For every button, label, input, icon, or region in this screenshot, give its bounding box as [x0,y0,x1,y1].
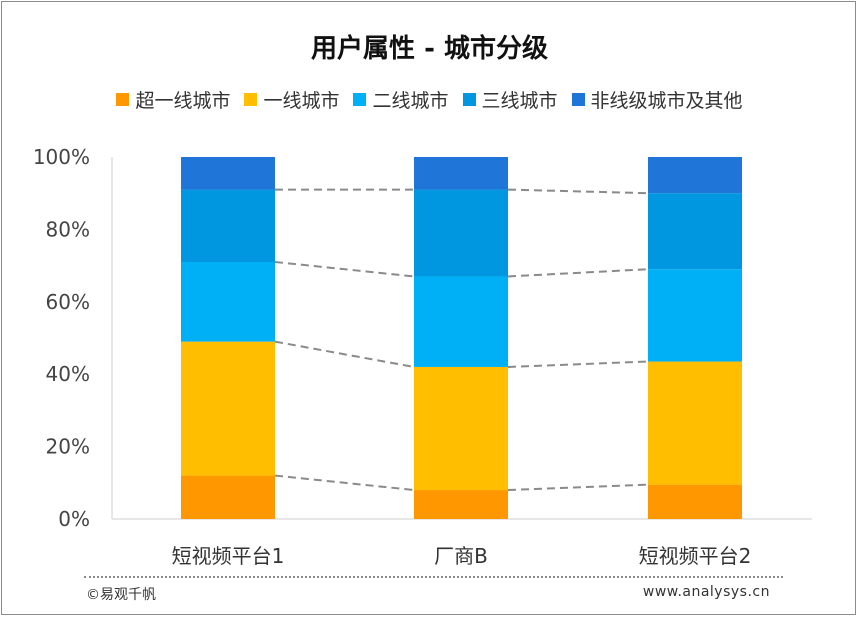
legend-swatch-tier3 [462,93,476,106]
bar-segment [648,193,742,270]
y-tick-label: 40% [46,362,90,386]
legend-item-super-tier1: 超一线城市 [116,86,230,113]
bar-segment [414,189,508,277]
bar-segment [181,475,275,519]
legend-swatch-other [571,93,585,106]
y-tick-label: 100% [33,145,90,169]
connector-line [274,474,415,492]
connector-line [507,483,649,492]
connector-line [507,268,649,278]
bar-segment [181,189,275,262]
bar-segment [181,341,275,476]
chart-legend: 超一线城市 一线城市 二线城市 三线城市 非线级城市及其他 [0,86,859,113]
connector-line [507,188,649,195]
bar-segment [414,366,508,491]
bar-segment [181,261,275,342]
x-category-label: 厂商B [434,544,488,568]
bar-segment [414,490,508,519]
connector-line [274,260,415,278]
footer-source: ©易观千帆 [86,587,156,603]
legend-item-tier1: 一线城市 [244,86,339,113]
connector-line [274,340,415,368]
bar-segment [648,484,742,519]
footer-divider [84,576,783,578]
x-category-label: 短视频平台1 [172,544,285,568]
y-tick-label: 20% [46,435,90,459]
legend-swatch-super-tier1 [116,93,130,106]
bar-segment [648,361,742,485]
legend-label-tier2: 二线城市 [372,90,449,112]
footer-url: www.analysys.cn [642,584,770,600]
connector-line [507,360,649,368]
bar-segment [414,276,508,367]
legend-swatch-tier2 [353,93,367,106]
legend-label-tier3: 三线城市 [481,90,558,112]
bar-segment [181,157,275,190]
bar-segment [414,157,508,190]
x-category-label: 短视频平台2 [639,544,752,568]
legend-label-tier1: 一线城市 [263,90,340,112]
chart-title: 用户属性 - 城市分级 [311,34,548,64]
legend-swatch-tier1 [244,93,258,106]
bar-segment [648,157,742,194]
y-tick-label: 60% [46,290,90,314]
legend-label-other: 非线级城市及其他 [590,90,743,112]
legend-item-other: 非线级城市及其他 [571,86,743,113]
y-tick-label: 80% [46,217,90,241]
legend-label-super-tier1: 超一线城市 [135,90,231,112]
y-tick-label: 0% [58,507,90,531]
bar-segment [648,269,742,362]
legend-item-tier2: 二线城市 [353,86,449,113]
legend-item-tier3: 三线城市 [462,86,558,113]
